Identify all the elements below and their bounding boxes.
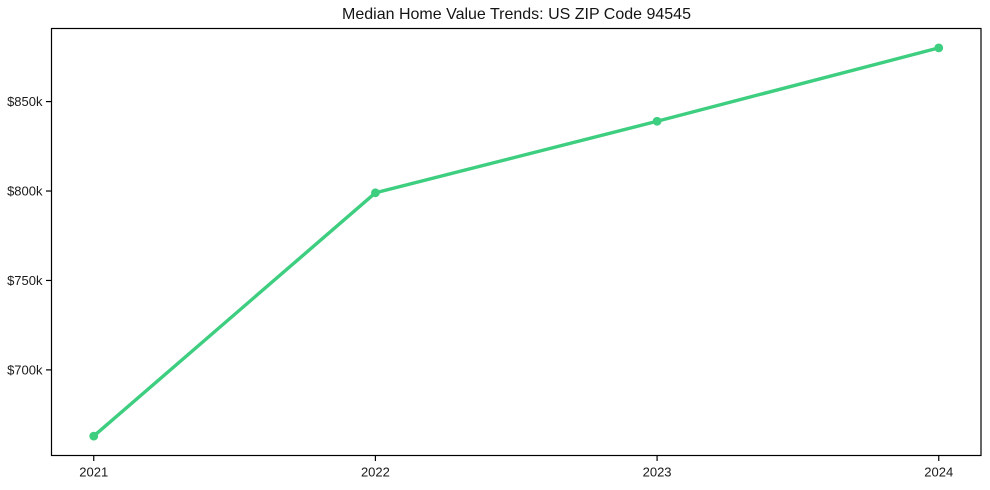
data-point-2024 <box>934 43 944 53</box>
chart-title: Median Home Value Trends: US ZIP Code 94… <box>342 6 691 23</box>
x-tick-label: 2024 <box>924 465 953 480</box>
trend-line <box>92 46 941 438</box>
data-point-2023 <box>652 116 662 126</box>
y-tick-label: $800k <box>7 184 43 199</box>
data-point-2021 <box>89 431 99 441</box>
y-tick-label: $700k <box>7 362 43 377</box>
y-tick-label: $750k <box>7 273 43 288</box>
x-tick-label: 2022 <box>361 465 390 480</box>
data-point-2022 <box>371 188 380 198</box>
plot-area-border <box>50 27 982 457</box>
y-tick-label: $850k <box>7 94 43 109</box>
x-tick-label: 2023 <box>643 465 672 480</box>
x-tick-label: 2021 <box>79 465 108 480</box>
